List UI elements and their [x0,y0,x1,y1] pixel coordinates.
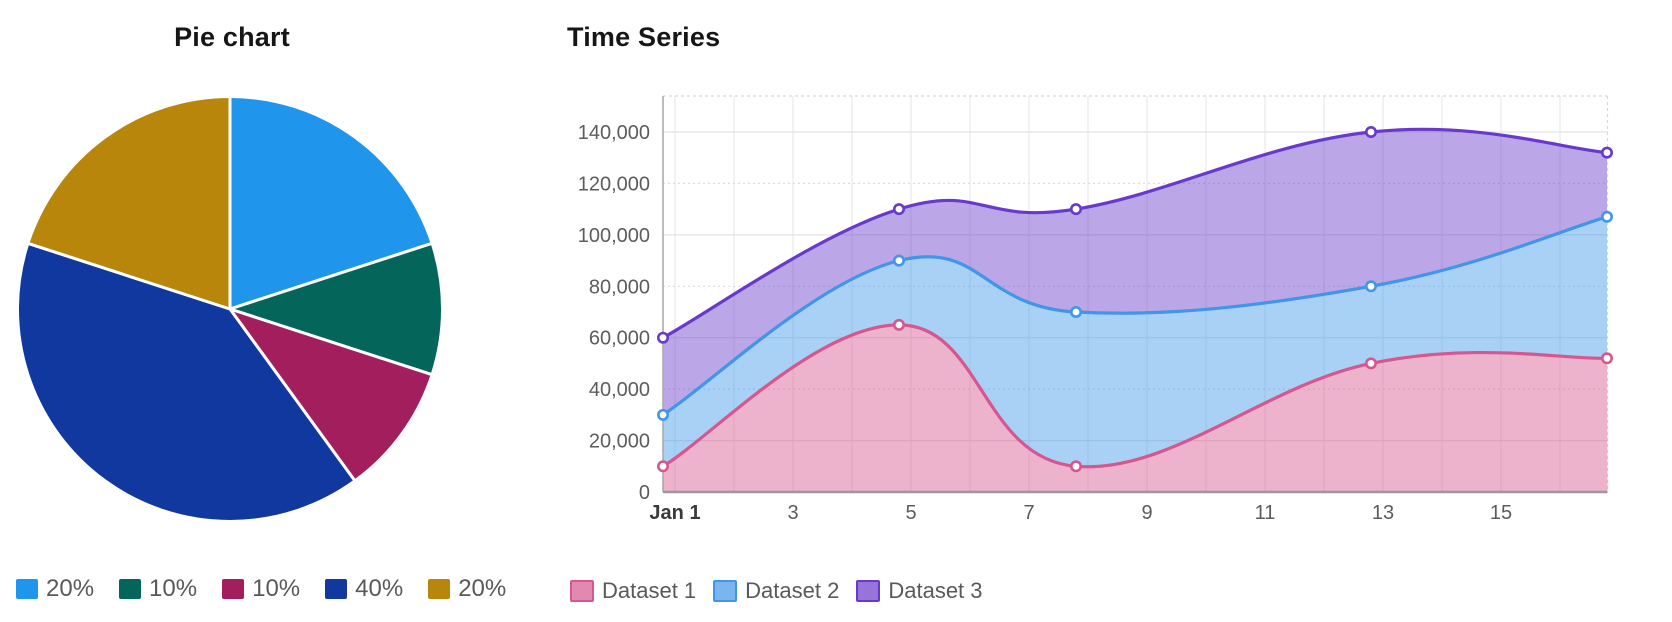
x-tick-label-5: 5 [905,502,916,524]
timeseries-legend: Dataset 1 Dataset 2 Dataset 3 [570,578,983,604]
series-area-Dataset-3 [663,129,1607,415]
data-point-Dataset-3-day-13[interactable] [1365,126,1378,139]
legend-label: Dataset 2 [745,578,840,603]
data-point-Dataset-2-day-1[interactable] [656,408,669,421]
legend-swatch [713,580,738,602]
pie-legend-item-2[interactable]: 10% [222,575,300,603]
pie-legend-item-0[interactable]: 20% [16,575,94,603]
pie-chart-title: Pie chart [174,22,290,52]
timeseries-legend-item-2[interactable]: Dataset 3 [856,578,983,604]
data-point-Dataset-2-day-5[interactable] [892,254,905,267]
y-tick-label-140,000: 140,000 [578,122,650,144]
timeseries-legend-item-1[interactable]: Dataset 2 [713,578,839,604]
legend-swatch [856,580,881,602]
data-point-Dataset-3-day-8[interactable] [1070,203,1083,216]
x-tick-label-Jan-1: Jan 1 [649,502,700,524]
x-tick-label-9: 9 [1141,502,1152,524]
timeseries-legend-item-0[interactable]: Dataset 1 [570,578,696,604]
x-tick-label-3: 3 [787,502,798,524]
data-point-Dataset-3-day-5[interactable] [892,203,905,216]
y-tick-label-80,000: 80,000 [589,276,650,298]
legend-label: 20% [46,575,95,602]
x-tick-label-11: 11 [1255,502,1276,524]
x-tick-label-15: 15 [1490,502,1512,524]
legend-swatch [119,579,142,599]
pie-legend-item-3[interactable]: 40% [325,575,403,603]
y-tick-label-40,000: 40,000 [589,379,650,401]
legend-swatch [428,579,451,599]
data-point-Dataset-3-day-17[interactable] [1601,146,1614,159]
y-tick-label-120,000: 120,000 [578,173,650,195]
pie-slice-10%[interactable] [228,241,444,377]
data-point-Dataset-3-day-1[interactable] [656,331,669,344]
pie-chart [16,95,444,523]
data-point-Dataset-1-day-13[interactable] [1365,357,1378,370]
pie-slice-40%[interactable] [16,241,357,523]
data-point-Dataset-1-day-17[interactable] [1601,352,1614,365]
pie-slice-20%[interactable] [26,95,232,311]
legend-label: Dataset 1 [602,578,697,603]
pie-slice-20%[interactable] [228,95,434,311]
data-point-Dataset-2-day-13[interactable] [1365,280,1378,293]
legend-label: Dataset 3 [888,578,983,603]
data-point-Dataset-2-day-8[interactable] [1070,305,1083,318]
legend-label: 10% [252,575,301,602]
y-tick-label-0: 0 [639,482,650,504]
legend-swatch [222,579,245,599]
x-tick-label-13: 13 [1372,502,1394,524]
legend-swatch [325,579,348,599]
series-area-Dataset-2 [663,216,1607,467]
legend-swatch [16,579,38,599]
x-tick-label-7: 7 [1023,502,1034,524]
y-tick-label-20,000: 20,000 [589,431,650,453]
data-point-Dataset-1-day-8[interactable] [1070,460,1083,473]
pie-slice-10%[interactable] [228,307,434,483]
data-point-Dataset-1-day-5[interactable] [892,318,905,331]
y-tick-label-100,000: 100,000 [578,225,650,247]
data-point-Dataset-1-day-1[interactable] [656,460,669,473]
timeseries-chart-title: Time Series [567,22,721,52]
legend-label: 40% [355,575,404,602]
pie-legend-item-1[interactable]: 10% [119,575,197,603]
pie-legend: 20% 10% 10% 40% 20% [16,575,506,603]
legend-label: 10% [149,575,198,602]
y-tick-label-60,000: 60,000 [589,328,650,350]
legend-swatch [570,580,594,602]
timeseries-chart: 0 20,000 40,000 60,000 80,000 100,000 120,000 1… [578,95,1614,524]
pie-legend-item-4[interactable]: 20% [428,575,506,603]
data-point-Dataset-2-day-17[interactable] [1601,210,1614,223]
legend-label: 20% [458,575,507,602]
